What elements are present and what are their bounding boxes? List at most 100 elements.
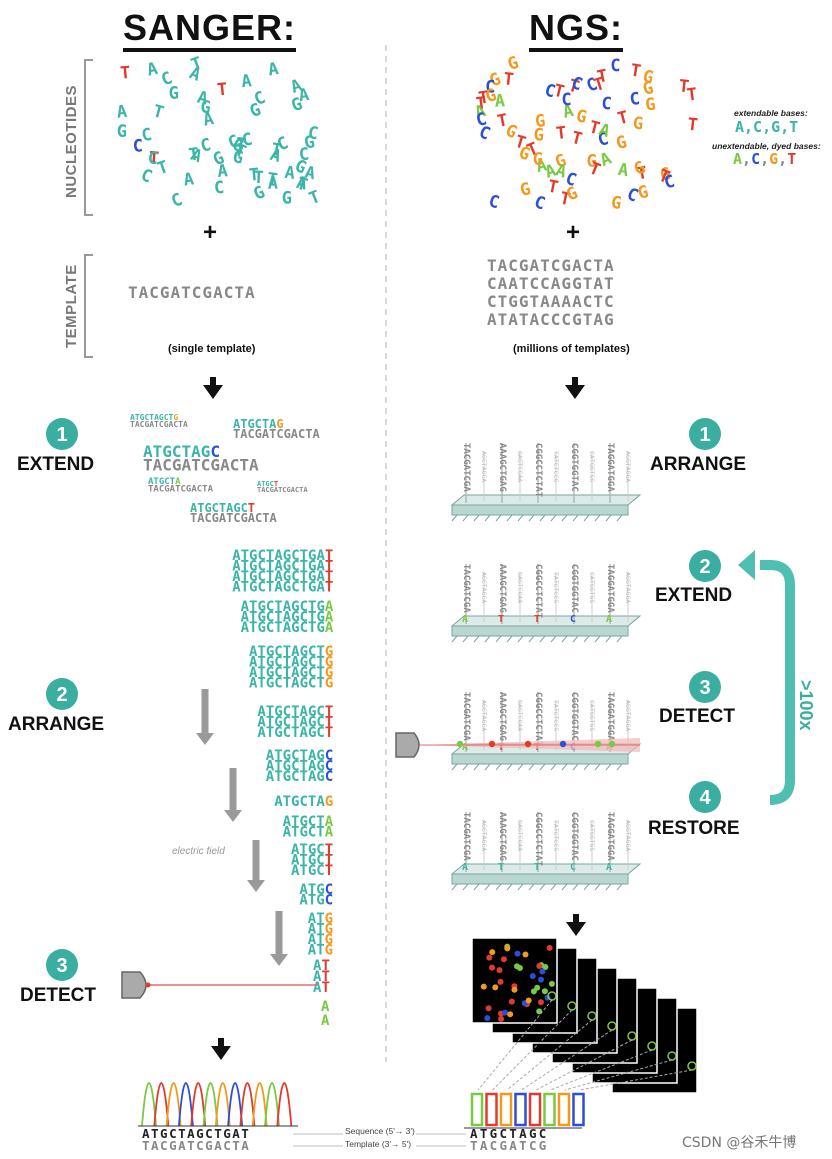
- ngs-sequence: ATGCTAGC: [470, 1126, 549, 1141]
- incorporated-base: C: [570, 862, 576, 873]
- chromatogram-peak: [190, 1082, 207, 1127]
- extend-fragment-new: ATGCTAGCTG: [130, 413, 178, 422]
- sanger-nucleotide-T: T: [270, 140, 283, 161]
- template-strand: CGGCCTCTAT: [533, 564, 543, 619]
- flowcell-restore-hatch: [572, 883, 579, 891]
- incorporated-base: A: [606, 862, 612, 873]
- cluster-spot: [514, 950, 521, 957]
- extend-fragment-new: ATGCT: [257, 480, 278, 488]
- template-strand: TAGGATGGA: [605, 564, 615, 613]
- ngs-nucleotide-T: T: [635, 163, 649, 185]
- chromatogram-peak: [202, 1082, 219, 1127]
- template-strand: AGCTAGCA: [480, 451, 488, 482]
- sanger-nucleotide-A: A: [116, 102, 129, 123]
- flowcell-extend-hatch: [539, 635, 546, 643]
- template-strand: TACGATCGA: [461, 443, 471, 492]
- nucleotides-bracket: [84, 59, 93, 216]
- cluster-spot: [522, 951, 529, 958]
- readout-line: [477, 999, 553, 1091]
- detector: [121, 971, 147, 999]
- flowcell-arrange-hatch: [517, 514, 524, 522]
- template-strand: CATGGTGG: [588, 451, 596, 482]
- ngs-step-arrange: ARRANGE: [650, 454, 747, 475]
- unextendable-label: unextendable, dyed bases:: [712, 141, 821, 151]
- ngs-nucleotide-C: C: [485, 77, 495, 97]
- sanger-nucleotide-C: C: [213, 178, 225, 199]
- cluster-spot: [497, 978, 504, 985]
- extendable-bases: A,C,G,T: [735, 118, 799, 136]
- ngs-template-4: ATATACCCGTAG: [487, 310, 615, 329]
- cluster-spot: [501, 1009, 508, 1016]
- ladder-fragment: ATGCTAGC: [266, 748, 333, 764]
- flowcell-extend-hatch: [484, 635, 491, 643]
- flowcell-arrange-hatch: [473, 514, 480, 522]
- incorporated-base: A: [462, 742, 468, 753]
- sequence-direction-label: Sequence (5'→ 3'): [345, 1126, 415, 1136]
- template-strand: CGGTGGTAC: [569, 812, 579, 861]
- template-strand: CGGCCTCTAT: [533, 812, 543, 867]
- template-strand: CGGTGGTAC: [569, 443, 579, 492]
- ngs-nucleotide-T: T: [555, 123, 567, 144]
- ladder-fragment: ATGCTA: [283, 825, 334, 841]
- ngs-step-1-badge-num: 1: [699, 424, 710, 446]
- base-call-bar: [485, 1092, 498, 1127]
- cluster-spot: [486, 954, 493, 961]
- sanger-nucleotide-G: G: [231, 147, 245, 169]
- ngs-nucleotide-T: T: [629, 61, 642, 82]
- sanger-nucleotide-G: G: [282, 188, 293, 208]
- sanger-nucleotide-A: A: [217, 161, 229, 182]
- sanger-nucleotide-A: A: [268, 174, 278, 194]
- cluster-spot: [546, 944, 553, 951]
- template-strand: AGCTAGCA: [480, 572, 488, 603]
- flowcell-extend-hatch: [462, 635, 469, 643]
- flowcell-restore-hatch: [506, 883, 513, 891]
- sanger-step-arrange: ARRANGE: [8, 714, 105, 735]
- template-strand: AAAGCTGAG: [497, 564, 507, 613]
- ngs-nucleotide-C: C: [601, 94, 613, 115]
- ngs-nucleotide-T: T: [616, 107, 631, 129]
- cluster-spot: [516, 965, 523, 972]
- template-strand: AGGTAGGA: [624, 820, 632, 851]
- ngs-nucleotide-G: G: [641, 78, 656, 100]
- flowcell-restore-hatch: [561, 883, 568, 891]
- chromatogram-peak: [165, 1082, 182, 1127]
- base-call-bar: [514, 1092, 527, 1127]
- extend-fragment-template: TACGATCGACTA: [257, 486, 308, 494]
- readout-line: [550, 1049, 653, 1091]
- readout-line: [535, 1039, 633, 1091]
- ladder-fragment: ATGCTAGCTGAT: [232, 548, 333, 564]
- flowcell-detect-hatch: [528, 763, 535, 771]
- ngs-nucleotide-T: T: [496, 110, 510, 132]
- template-strand: GAGTCGAA: [516, 572, 524, 603]
- plus-sign: +: [566, 219, 580, 246]
- sanger-nucleotide-A: A: [182, 169, 195, 190]
- sanger-nucleotide-C: C: [138, 165, 155, 187]
- flowcell-extend-hatch: [605, 635, 612, 643]
- flowcell-extend-hatch: [572, 635, 579, 643]
- template-strand: TATCTCCG: [552, 572, 560, 603]
- flowcell-extend-hatch: [616, 635, 623, 643]
- chromatogram-peak: [251, 1082, 268, 1127]
- sanger-nucleotide-T: T: [148, 148, 160, 169]
- chromatogram-peak: [178, 1082, 194, 1127]
- extend-fragment-template: TACGATCGACTA: [130, 420, 188, 429]
- cluster-spot: [525, 997, 532, 1004]
- flowcell-arrange-hatch: [583, 514, 590, 522]
- sanger-step-3-badge: [46, 949, 78, 981]
- flowcell-restore-hatch: [616, 883, 623, 891]
- flowcell-detect-hatch: [462, 763, 469, 771]
- flowcell-extend-hatch: [517, 635, 524, 643]
- flowcell-extend-hatch: [594, 635, 601, 643]
- template-strand: CATGGTGG: [588, 572, 596, 603]
- chromatogram-peak: [141, 1082, 157, 1127]
- flowcell-arrange-hatch: [605, 514, 612, 522]
- ngs-nucleotide-C: C: [610, 56, 620, 76]
- ladder-fragment: ATGCTAGCTGAT: [232, 580, 333, 596]
- migration-arrow: [270, 954, 288, 966]
- ngs-nucleotide-C: C: [629, 89, 641, 110]
- flowcell-arrange-hatch: [616, 514, 623, 522]
- cluster-spot: [508, 998, 515, 1005]
- chromatogram-peak: [153, 1082, 170, 1127]
- template-strand: TAGGATGGA: [605, 443, 615, 492]
